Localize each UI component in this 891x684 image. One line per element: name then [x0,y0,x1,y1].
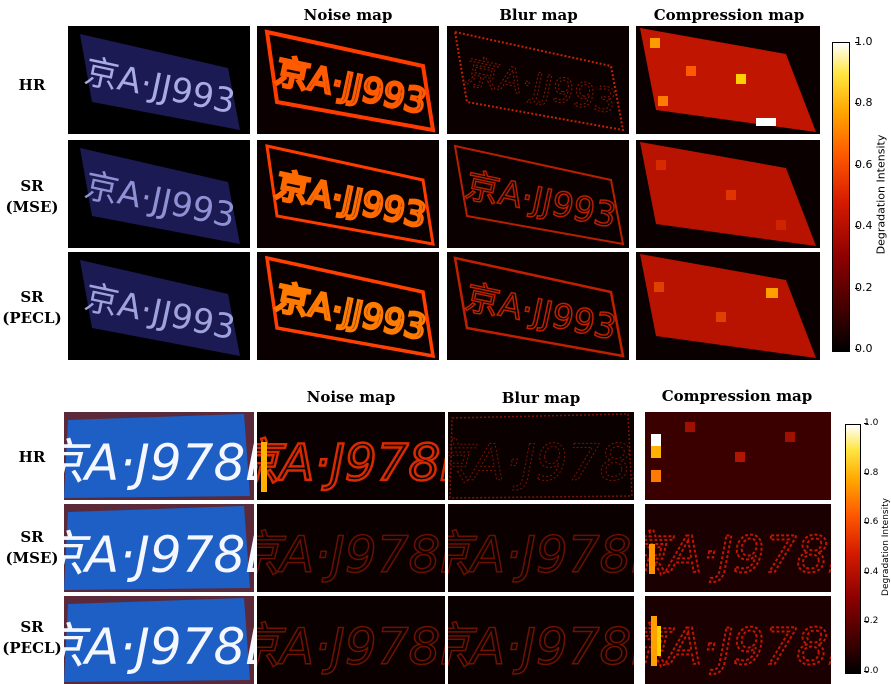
bottom-sr-mse-blur-map: 京A·J978E [448,504,634,592]
top-sr-pecl-image: 京A·JJ993 [68,252,250,360]
svg-text:京A·J978E: 京A·J978E [64,526,254,584]
svg-text:京A·J978E: 京A·J978E [448,526,634,584]
bottom-row-label-hr: HR [18,448,46,466]
top-colorbar-tick: 0.0 [855,342,873,355]
top-sr-pecl-compression-map [636,252,820,360]
bottom-sr-pecl-image: 京A·J978E [64,596,254,684]
bottom-colorbar-tick: 0.8 [864,468,879,478]
bottom-colorbar-tick: 1.0 [864,418,879,428]
svg-text:京A·J978E: 京A·J978E [448,618,634,676]
top-sr-mse-blur-map: 京A·JJ993 [447,140,629,248]
top-sr-mse-image: 京A·JJ993 [68,140,250,248]
top-col-title-blur: Blur map [499,6,578,24]
top-colorbar-tick: 1.0 [855,35,873,48]
bottom-hr-image: 京A·J978E [64,412,254,500]
bottom-colorbar-tick: 0.2 [864,616,879,626]
svg-text:京A·J978E: 京A·J978E [448,434,634,492]
svg-text:京A·J978E: 京A·J978E [645,618,831,676]
top-colorbar-tick: 0.8 [855,96,873,109]
bottom-col-title-compression: Compression map [661,387,813,405]
top-hr-blur-map: 京A·JJ993 [447,26,629,134]
bottom-hr-compression-map [645,412,831,500]
top-row-label-hr: HR [18,76,46,94]
bottom-hr-blur-map: 京A·J978E [448,412,634,500]
bottom-colorbar-tick: 0.6 [864,517,879,527]
bottom-col-title-blur: Blur map [501,389,581,407]
svg-text:京A·J978E: 京A·J978E [64,434,254,492]
top-colorbar [832,42,850,352]
top-colorbar-tick: 0.2 [855,281,873,294]
bottom-colorbar [845,424,861,674]
top-colorbar-tick: 0.6 [855,158,873,171]
bottom-colorbar-tick: 0.4 [864,567,879,577]
bottom-sr-mse-image: 京A·J978E [64,504,254,592]
top-row-label-sr-pecl: SR (PECL) [2,288,62,327]
svg-text:京A·J978E: 京A·J978E [257,526,445,584]
top-sr-mse-noise-map: 京A·JJ993 [257,140,439,248]
top-col-title-compression: Compression map [653,6,805,24]
bottom-row-label-sr-mse: SR (MSE) [5,528,59,567]
top-sr-pecl-noise-map: 京A·JJ993 [257,252,439,360]
top-col-title-noise: Noise map [303,6,393,24]
bottom-sr-mse-noise-map: 京A·J978E [257,504,445,592]
top-hr-image: 京A·JJ993 [68,26,250,134]
top-hr-noise-map: 京A·JJ993 [257,26,439,134]
top-row-label-sr-mse: SR (MSE) [5,177,59,216]
top-sr-mse-compression-map [636,140,820,248]
svg-text:京A·J978E: 京A·J978E [257,434,445,492]
svg-text:京A·J978E: 京A·J978E [64,618,254,676]
bottom-colorbar-tick: 0.0 [864,666,879,676]
bottom-sr-mse-compression-map: 京A·J978E [645,504,831,592]
bottom-hr-noise-map: 京A·J978E [257,412,445,500]
bottom-sr-pecl-noise-map: 京A·J978E [257,596,445,684]
bottom-row-label-sr-pecl: SR (PECL) [2,618,62,657]
bottom-col-title-noise: Noise map [306,388,396,406]
bottom-sr-pecl-compression-map: 京A·J978E [645,596,831,684]
top-sr-pecl-blur-map: 京A·JJ993 [447,252,629,360]
svg-text:京A·J978E: 京A·J978E [645,526,831,584]
top-colorbar-title: Degradation Intensity [874,134,888,255]
svg-text:京A·J978E: 京A·J978E [257,618,445,676]
top-hr-compression-map [636,26,820,134]
bottom-sr-pecl-blur-map: 京A·J978E [448,596,634,684]
top-colorbar-tick: 0.4 [855,219,873,232]
bottom-colorbar-title: Degradation Intensity [881,498,891,596]
